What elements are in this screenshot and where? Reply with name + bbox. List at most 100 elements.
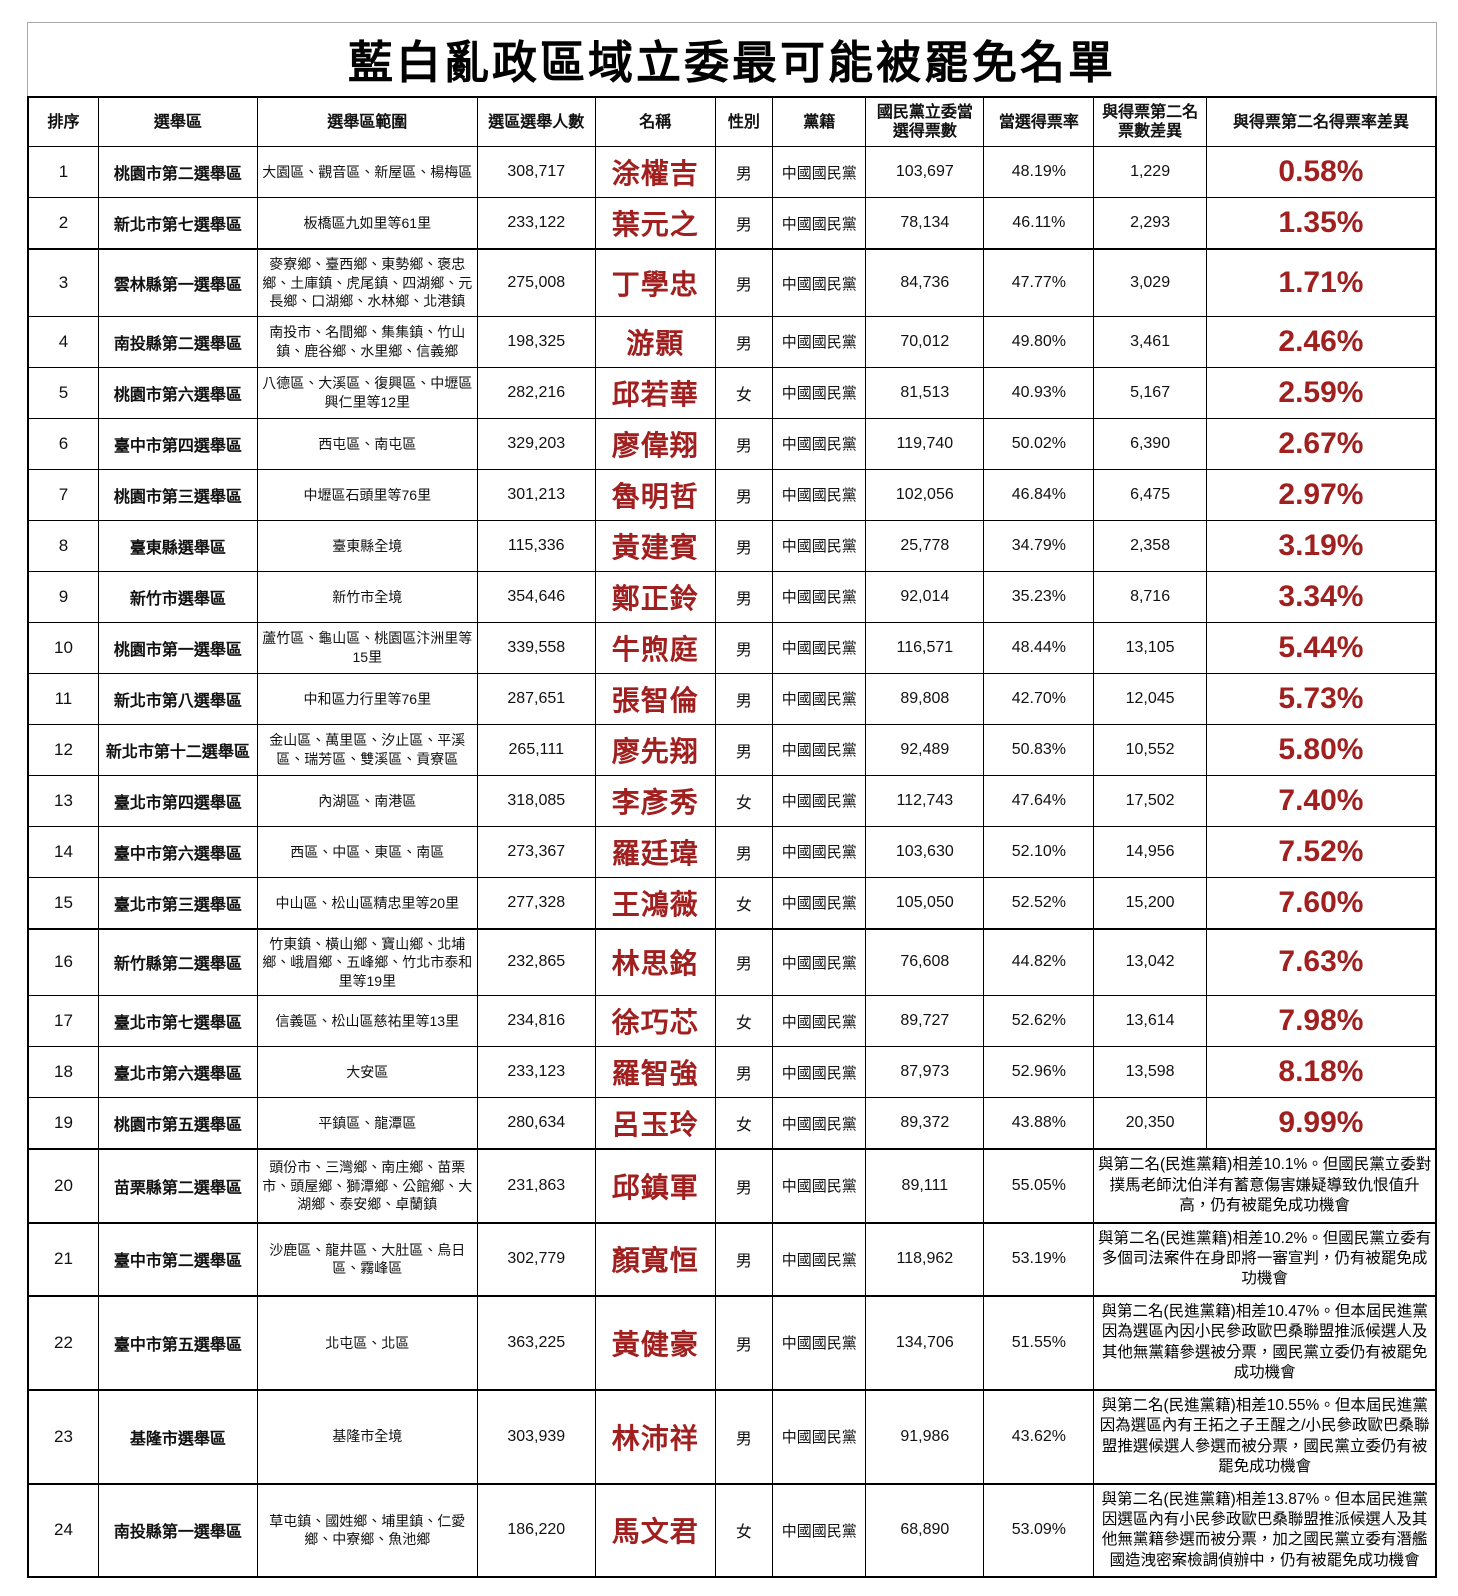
scope-cell: 頭份市、三灣鄉、南庄鄉、苗栗市、頭屋鄉、獅潭鄉、公館鄉、大湖鄉、泰安鄉、卓蘭鎮 [256, 1148, 478, 1224]
rank-cell: 12 [27, 723, 99, 776]
rank-cell: 7 [27, 468, 99, 521]
name-cell: 林思銘 [594, 928, 716, 997]
votes-cell: 112,743 [865, 774, 985, 827]
rank-cell: 24 [27, 1483, 99, 1578]
scope-cell: 中壢區石頭里等76里 [256, 468, 478, 521]
name-cell: 羅廷瑋 [594, 825, 716, 878]
party-cell: 中國國民黨 [772, 315, 867, 368]
votes-cell: 89,111 [865, 1148, 985, 1224]
voters-cell: 363,225 [476, 1295, 596, 1391]
votes-cell: 134,706 [865, 1295, 985, 1391]
name-cell: 鄭正鈴 [594, 570, 716, 623]
diff-votes-cell: 5,167 [1093, 366, 1207, 419]
rank-cell: 23 [27, 1389, 99, 1485]
name-cell: 黃建賓 [594, 519, 716, 572]
scope-cell: 沙鹿區、龍井區、大肚區、烏日區、霧峰區 [256, 1222, 478, 1297]
diff-votes-cell: 6,475 [1093, 468, 1207, 521]
gender-cell: 男 [714, 1222, 774, 1297]
name-cell: 羅智強 [594, 1046, 716, 1099]
voters-cell: 273,367 [476, 825, 596, 878]
scope-cell: 大園區、觀音區、新屋區、楊梅區 [256, 146, 478, 199]
name-cell: 葉元之 [594, 197, 716, 250]
table-row: 15 臺北市第三選舉區 中山區、松山區精忠里等20里 277,328 王鴻薇女中國國民黨… [27, 876, 1437, 930]
table-row: 4 南投縣第二選舉區 南投市、名間鄉、集集鎮、竹山鎮、鹿谷鄉、水里鄉、信義鄉 198,… [27, 315, 1437, 368]
rate-cell: 43.88% [983, 1097, 1095, 1150]
name-cell: 魯明哲 [594, 468, 716, 521]
gender-cell: 男 [714, 197, 774, 250]
voters-cell: 280,634 [476, 1097, 596, 1150]
page-title: 藍白亂政區域立委最可能被罷免名單 [347, 37, 1116, 88]
scope-cell: 大安區 [256, 1046, 478, 1099]
table-row: 5 桃園市第六選舉區 八德區、大溪區、復興區、中壢區興仁里等12里 282,216 邱若… [27, 366, 1437, 419]
scope-cell: 內湖區、南港區 [256, 774, 478, 827]
votes-cell: 102,056 [865, 468, 985, 521]
header-district: 選舉區 [97, 96, 258, 148]
gender-cell: 男 [714, 248, 774, 317]
votes-cell: 25,778 [865, 519, 985, 572]
table-row: 3 雲林縣第一選舉區 麥寮鄉、臺西鄉、東勢鄉、褒忠鄉、土庫鎮、虎尾鎮、四湖鄉、元長鄉… [27, 248, 1437, 317]
rate-cell: 46.84% [983, 468, 1095, 521]
table-header-row: 排序 選舉區 選舉區範圍 選區選舉人數 名稱 性別 黨籍 國民黨立委當選得票數 … [27, 96, 1437, 148]
rate-cell: 50.02% [983, 417, 1095, 470]
votes-cell: 118,962 [865, 1222, 985, 1297]
district-cell: 臺北市第七選舉區 [97, 995, 258, 1048]
gender-cell: 男 [714, 825, 774, 878]
table-row: 21 臺中市第二選舉區 沙鹿區、龍井區、大肚區、烏日區、霧峰區 302,779 顏寬恒男… [27, 1222, 1437, 1297]
district-cell: 桃園市第一選舉區 [97, 621, 258, 674]
diff-votes-cell: 13,598 [1093, 1046, 1207, 1099]
rate-cell: 53.09% [983, 1483, 1095, 1578]
diff-rate-cell: 7.60% [1205, 876, 1437, 930]
rank-cell: 13 [27, 774, 99, 827]
votes-cell: 92,014 [865, 570, 985, 623]
rate-cell: 52.62% [983, 995, 1095, 1048]
voters-cell: 275,008 [476, 248, 596, 317]
table-row: 8 臺東縣選舉區 臺東縣全境 115,336 黃建賓男中國國民黨 25,778 34.79%… [27, 519, 1437, 572]
votes-cell: 89,372 [865, 1097, 985, 1150]
gender-cell: 男 [714, 621, 774, 674]
votes-cell: 89,727 [865, 995, 985, 1048]
votes-cell: 89,808 [865, 672, 985, 725]
gender-cell: 男 [714, 1295, 774, 1391]
scope-cell: 中山區、松山區精忠里等20里 [256, 876, 478, 930]
gender-cell: 男 [714, 519, 774, 572]
table-row: 1 桃園市第二選舉區 大園區、觀音區、新屋區、楊梅區 308,717 涂權吉男中國國民黨… [27, 146, 1437, 199]
rank-cell: 8 [27, 519, 99, 572]
scope-cell: 蘆竹區、龜山區、桃園區汴洲里等15里 [256, 621, 478, 674]
table-row: 7 桃園市第三選舉區 中壢區石頭里等76里 301,213 魯明哲男中國國民黨 102,0… [27, 468, 1437, 521]
scope-cell: 臺東縣全境 [256, 519, 478, 572]
table-row: 14 臺中市第六選舉區 西區、中區、東區、南區 273,367 羅廷瑋男中國國民黨 103… [27, 825, 1437, 878]
diff-rate-cell: 0.58% [1205, 146, 1437, 199]
diff-votes-cell: 1,229 [1093, 146, 1207, 199]
voters-cell: 234,816 [476, 995, 596, 1048]
diff-rate-cell: 1.71% [1205, 248, 1437, 317]
gender-cell: 男 [714, 1046, 774, 1099]
votes-cell: 76,608 [865, 928, 985, 997]
diff-rate-cell: 7.40% [1205, 774, 1437, 827]
gender-cell: 男 [714, 672, 774, 725]
table-row: 10 桃園市第一選舉區 蘆竹區、龜山區、桃園區汴洲里等15里 339,558 牛煦庭男中… [27, 621, 1437, 674]
party-cell: 中國國民黨 [772, 876, 867, 930]
gender-cell: 女 [714, 876, 774, 930]
diff-rate-cell: 7.52% [1205, 825, 1437, 878]
scope-cell: 八德區、大溪區、復興區、中壢區興仁里等12里 [256, 366, 478, 419]
gender-cell: 男 [714, 1389, 774, 1485]
diff-rate-cell: 2.46% [1205, 315, 1437, 368]
party-cell: 中國國民黨 [772, 621, 867, 674]
scope-cell: 板橋區九如里等61里 [256, 197, 478, 250]
rate-cell: 51.55% [983, 1295, 1095, 1391]
party-cell: 中國國民黨 [772, 723, 867, 776]
district-cell: 桃園市第五選舉區 [97, 1097, 258, 1150]
rank-cell: 1 [27, 146, 99, 199]
rate-cell: 48.19% [983, 146, 1095, 199]
header-diff-rate: 與得票第二名得票率差異 [1205, 96, 1437, 148]
name-cell: 邱若華 [594, 366, 716, 419]
scope-cell: 麥寮鄉、臺西鄉、東勢鄉、褒忠鄉、土庫鎮、虎尾鎮、四湖鄉、元長鄉、口湖鄉、水林鄉、… [256, 248, 478, 317]
diff-rate-cell: 2.67% [1205, 417, 1437, 470]
voters-cell: 339,558 [476, 621, 596, 674]
rank-cell: 15 [27, 876, 99, 930]
voters-cell: 303,939 [476, 1389, 596, 1485]
diff-votes-cell: 14,956 [1093, 825, 1207, 878]
name-cell: 涂權吉 [594, 146, 716, 199]
votes-cell: 116,571 [865, 621, 985, 674]
district-cell: 新北市第八選舉區 [97, 672, 258, 725]
